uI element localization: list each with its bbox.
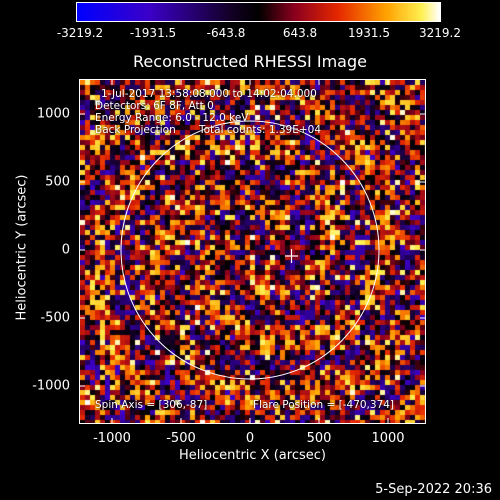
y-tick-marks	[79, 113, 426, 387]
time-range-text: 1-Jul-2017 13:58:08.000 to 14:02:04.000	[101, 88, 317, 100]
y-tick-label: 0	[61, 242, 70, 258]
spin-axis-text: Spin Axis = [306,-87]	[95, 399, 208, 411]
x-tick-label: -500	[166, 431, 196, 446]
y-tick-label: 1000	[36, 106, 70, 122]
plot-area	[79, 79, 426, 424]
energy-range-text: Energy Range: 6.0 - 12.0 keV	[95, 112, 249, 124]
colorbar-tick-label: -1931.5	[129, 26, 177, 40]
y-tick-label: 500	[45, 174, 70, 190]
colorbar	[76, 2, 441, 22]
detectors-text: Detectors: 6F 8F, Att 0	[95, 100, 214, 112]
x-axis-label: Heliocentric X (arcsec)	[179, 448, 326, 463]
plot-timestamp: 5-Sep-2022 20:36	[375, 482, 492, 497]
reconstructed-image	[80, 80, 425, 423]
x-tick-label: 1000	[371, 431, 405, 446]
flare-position-text: Flare Position = [-470,374]	[253, 399, 395, 411]
colorbar-tick-label: 1931.5	[348, 26, 390, 40]
solar-limb-circle	[120, 120, 380, 380]
y-tick-label: -1000	[32, 378, 70, 394]
y-tick-label: -500	[40, 310, 70, 326]
colorbar-tick-label: 643.8	[282, 26, 318, 40]
image-title: Reconstructed RHESSI Image	[133, 52, 367, 71]
x-tick-label: 0	[245, 431, 255, 446]
x-tick-label: -1000	[93, 431, 131, 446]
colorbar-tick-label: 3219.2	[419, 26, 461, 40]
method-text: Back Projection	[95, 124, 176, 136]
x-tick-label: 500	[306, 431, 332, 446]
total-counts-text: Total counts: 1.39E+04	[199, 124, 322, 136]
colorbar-tick-label: -3219.2	[56, 26, 104, 40]
y-axis-label: Heliocentric Y (arcsec)	[14, 174, 30, 321]
x-tick-marks	[111, 79, 389, 424]
colorbar-tick-label: -643.8	[206, 26, 246, 40]
